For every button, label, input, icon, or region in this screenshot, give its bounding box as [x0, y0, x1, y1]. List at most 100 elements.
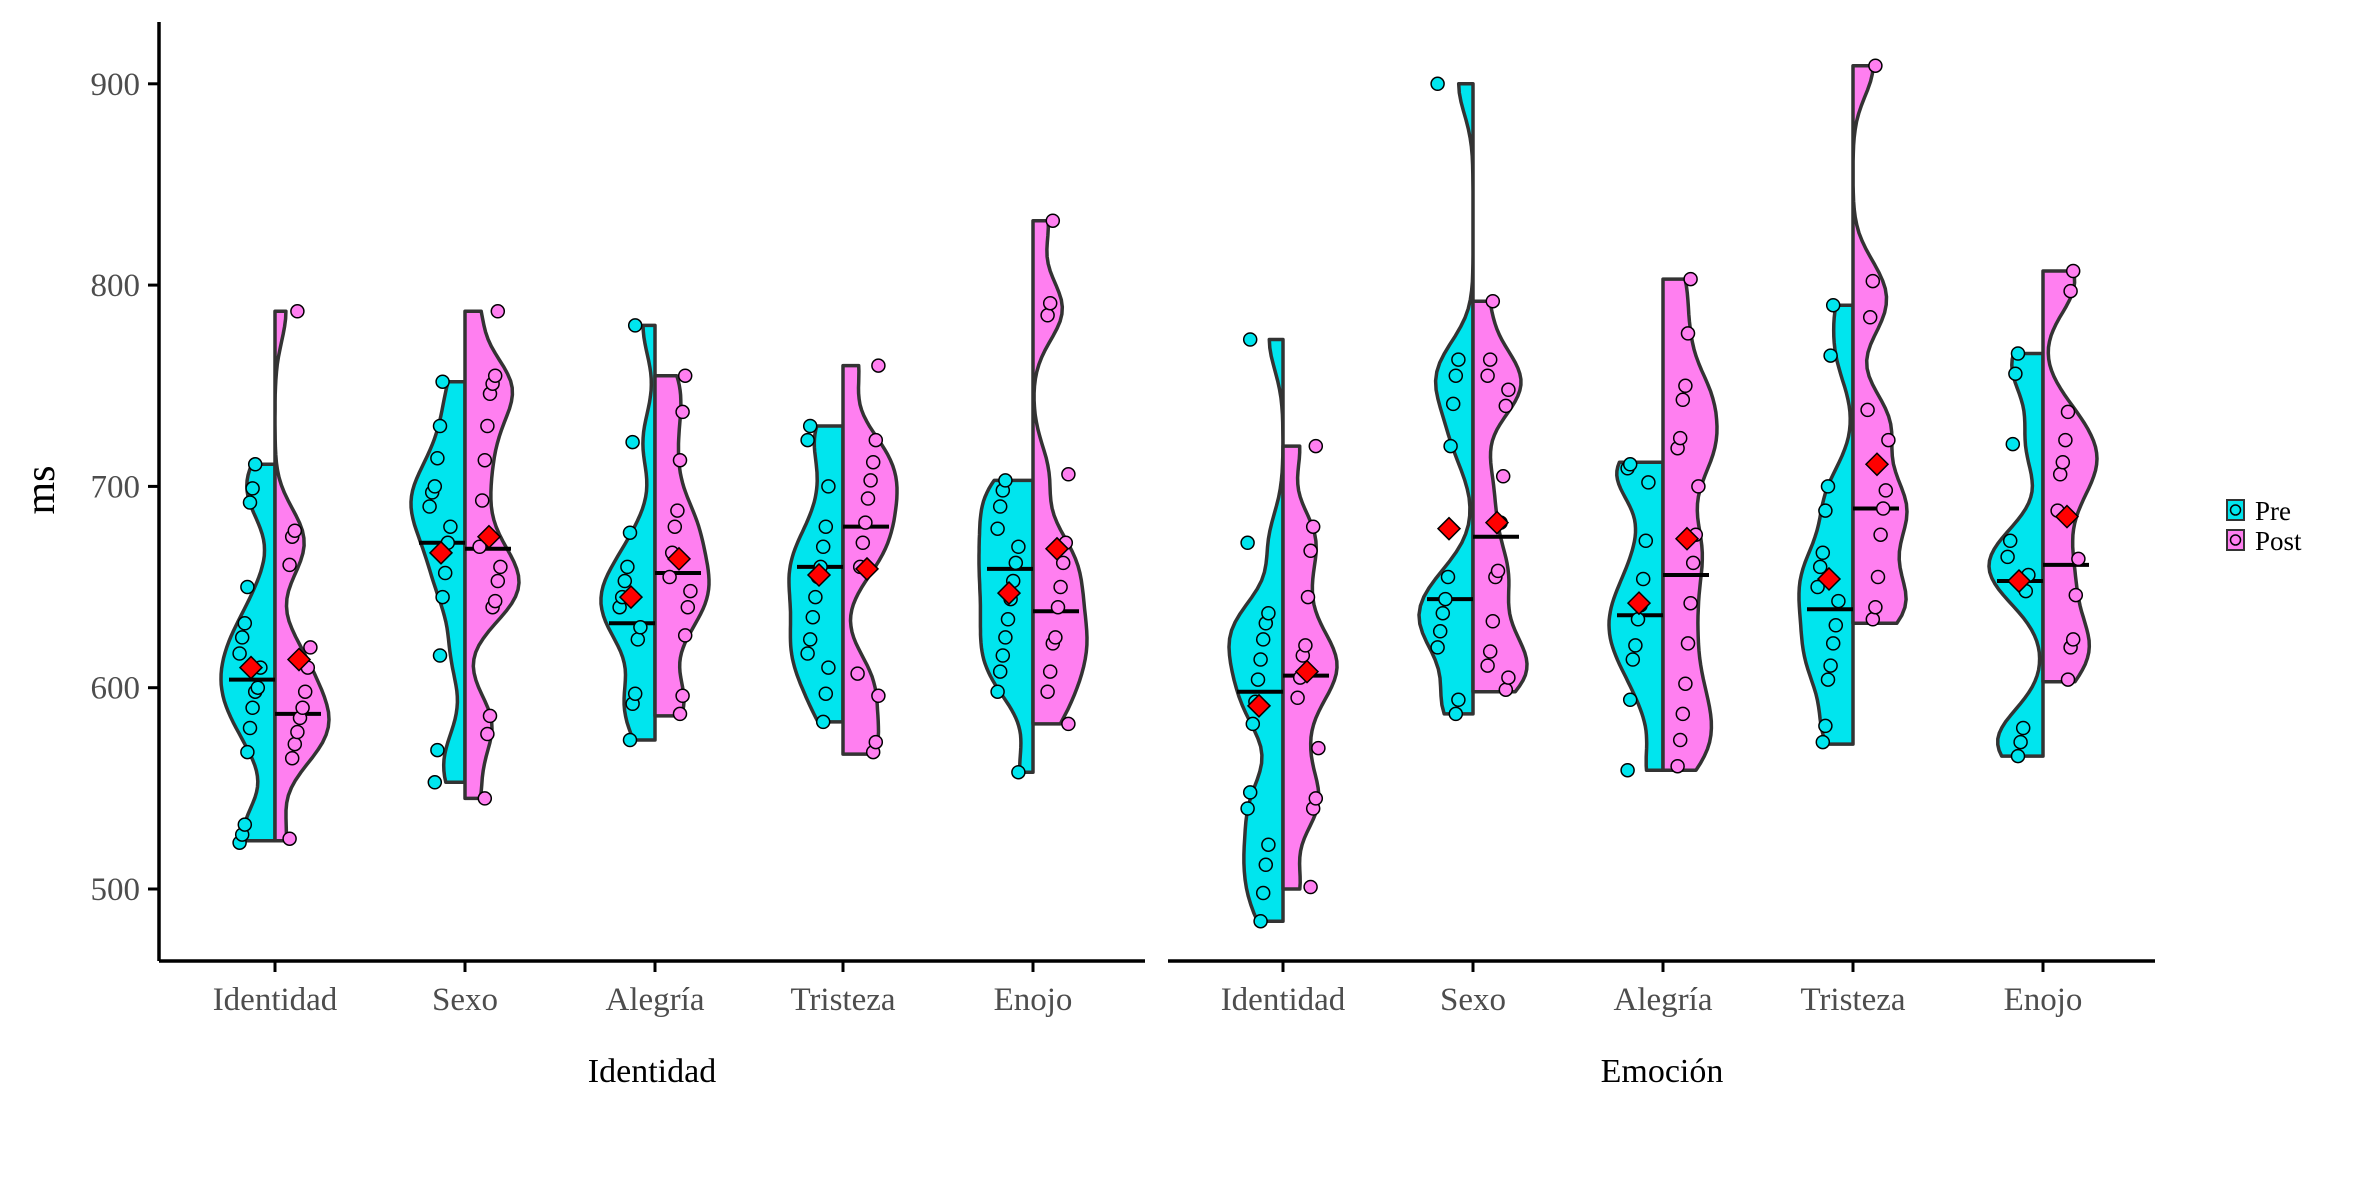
- data-point-pre: [1261, 837, 1276, 852]
- legend-key-pre-point: [2229, 504, 2242, 516]
- data-point-pre: [815, 539, 831, 555]
- data-point-pre: [1443, 438, 1458, 454]
- data-point-post: [1042, 664, 1058, 679]
- data-point-pre: [240, 744, 255, 760]
- data-point-post: [1672, 430, 1688, 446]
- data-point-post: [677, 628, 693, 643]
- data-point-post: [1490, 563, 1506, 579]
- data-point-pre: [1630, 612, 1646, 627]
- x-tick-label: Identidad: [213, 982, 338, 1018]
- data-point-pre: [237, 616, 253, 631]
- data-point-post: [1480, 368, 1495, 383]
- data-point-post: [1485, 614, 1501, 629]
- data-point-post: [472, 539, 487, 555]
- data-point-pre: [1815, 734, 1831, 750]
- data-point-post: [493, 559, 508, 575]
- data-point-post: [1308, 438, 1324, 454]
- data-point-pre: [247, 457, 263, 472]
- data-point-post: [297, 684, 313, 699]
- violin-post-half: [841, 363, 899, 756]
- data-point-pre: [1000, 612, 1016, 627]
- data-point-post: [680, 599, 696, 615]
- data-point-post: [480, 726, 495, 742]
- data-point-pre: [1635, 571, 1651, 587]
- data-point-post: [1672, 732, 1688, 748]
- violin-pre-half: [409, 379, 467, 785]
- data-point-pre: [240, 579, 255, 595]
- data-point-pre: [815, 714, 831, 730]
- data-point-pre: [992, 664, 1008, 679]
- data-point-post: [1678, 676, 1693, 691]
- mean-marker-pre: [806, 562, 832, 588]
- data-point-post: [490, 304, 506, 319]
- data-point-pre: [245, 481, 260, 496]
- data-point-post: [868, 734, 884, 750]
- data-point-post: [282, 831, 297, 846]
- violin-post-half: [1851, 63, 1909, 626]
- data-point-pre: [1242, 332, 1258, 347]
- data-point-pre: [430, 742, 445, 758]
- data-point-post: [487, 593, 503, 609]
- data-point-post: [482, 708, 498, 724]
- mean-marker-post: [286, 647, 312, 672]
- data-point-post: [1680, 326, 1696, 341]
- data-point-post: [1298, 638, 1313, 653]
- data-point-post: [1685, 555, 1701, 571]
- mean-marker-pre: [1436, 516, 1462, 541]
- data-point-pre: [1255, 632, 1271, 647]
- data-point-post: [477, 452, 493, 468]
- x-tick-label: Alegría: [1614, 982, 1713, 1018]
- data-point-pre: [1253, 652, 1268, 667]
- mean-marker-pre: [618, 585, 644, 610]
- y-tick-label: 600: [91, 671, 141, 707]
- data-point-pre: [800, 646, 815, 661]
- data-point-pre: [242, 720, 258, 736]
- data-point-post: [865, 454, 881, 470]
- data-point-post: [863, 473, 878, 488]
- data-point-pre: [1812, 559, 1828, 575]
- x-tick-label: Tristeza: [790, 982, 895, 1018]
- data-point-pre: [1823, 348, 1838, 363]
- data-point-pre: [800, 432, 815, 448]
- data-point-post: [667, 519, 683, 534]
- data-point-post: [1053, 579, 1068, 595]
- data-point-pre: [1622, 457, 1638, 472]
- data-point-post: [1675, 706, 1691, 722]
- data-point-post: [1865, 612, 1881, 627]
- data-point-post: [2065, 263, 2081, 279]
- data-point-pre: [998, 630, 1013, 645]
- data-point-pre: [995, 648, 1011, 663]
- violin-group: [409, 304, 521, 806]
- mean-marker-post: [854, 556, 880, 581]
- data-point-post: [1691, 479, 1706, 494]
- data-point-post: [1868, 58, 1883, 73]
- violin-post-half: [1031, 218, 1089, 726]
- data-point-pre: [430, 450, 445, 466]
- mean-marker-pre: [238, 655, 264, 680]
- mean-marker-pre: [2006, 568, 2032, 594]
- data-point-post: [858, 515, 873, 530]
- data-point-post: [480, 418, 495, 434]
- data-point-pre: [617, 573, 633, 589]
- data-point-pre: [1438, 591, 1453, 607]
- mean-marker-pre: [1246, 693, 1272, 718]
- mean-marker-post: [2054, 504, 2080, 529]
- violin-post-half: [2041, 269, 2099, 684]
- data-point-post: [477, 791, 493, 806]
- violin-group: [1607, 271, 1719, 778]
- plot-area: [219, 58, 2099, 929]
- data-point-pre: [427, 775, 443, 790]
- data-point-pre: [2013, 734, 2028, 750]
- data-point-post: [1305, 519, 1321, 534]
- y-tick-label: 500: [91, 872, 141, 908]
- data-point-pre: [1445, 396, 1461, 412]
- legend-label-pre: Pre: [2255, 496, 2291, 526]
- data-point-post: [1048, 630, 1063, 645]
- data-point-post: [1670, 758, 1685, 774]
- data-point-pre: [422, 499, 437, 514]
- data-point-post: [2063, 283, 2078, 299]
- data-point-post: [284, 750, 300, 766]
- data-point-pre: [432, 418, 448, 434]
- data-point-pre: [625, 434, 640, 450]
- data-point-post: [2071, 551, 2086, 567]
